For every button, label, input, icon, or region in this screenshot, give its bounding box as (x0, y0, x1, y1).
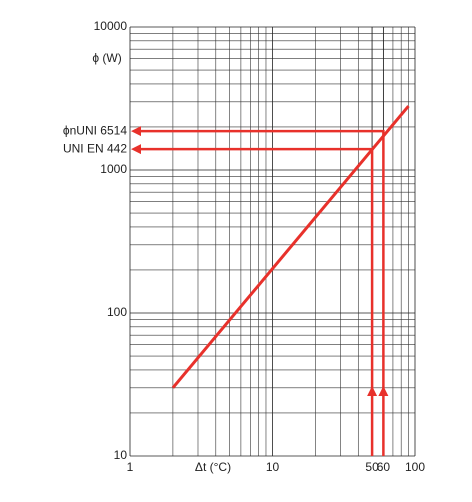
arrowhead (367, 386, 378, 396)
arrowhead (131, 126, 141, 137)
annotation-label: UNI EN 442 (63, 141, 127, 155)
x-tick-label: 10 (266, 460, 280, 474)
x-tick-label: 50 (365, 460, 379, 474)
x-tick-label: 100 (405, 460, 425, 474)
annotation-label: ϕnUNI 6514 (63, 123, 127, 137)
annotation-arrow (138, 129, 385, 456)
x-tick-label: 1 (127, 460, 134, 474)
y-tick-label: 1000 (100, 162, 127, 176)
arrowhead (378, 386, 389, 396)
data-line (171, 105, 410, 389)
arrowhead (131, 144, 141, 155)
y-tick-label: 10 (114, 448, 128, 462)
y-axis-label: ϕ (W) (92, 51, 121, 65)
x-axis-label: Δt (°C) (195, 460, 231, 474)
x-tick-label: 60 (377, 460, 391, 474)
y-tick-label: 100 (107, 305, 127, 319)
y-tick-label: 10000 (94, 19, 128, 33)
